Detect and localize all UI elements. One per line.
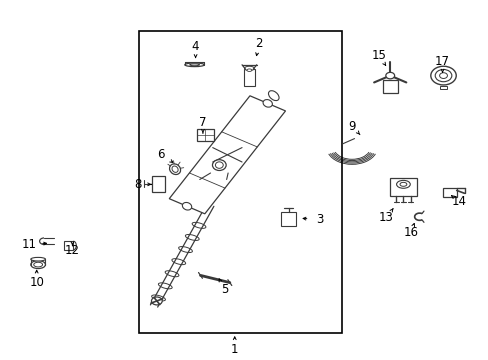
Text: 9: 9	[347, 120, 355, 132]
Bar	[382, 80, 397, 93]
Polygon shape	[169, 96, 285, 214]
Text: 14: 14	[451, 195, 466, 208]
Ellipse shape	[246, 69, 251, 71]
Bar	[389, 178, 416, 196]
Ellipse shape	[430, 66, 455, 85]
Ellipse shape	[34, 262, 42, 267]
Bar	[63, 241, 73, 250]
Bar	[281, 212, 295, 226]
Ellipse shape	[169, 164, 180, 175]
Text: 11: 11	[22, 238, 37, 251]
Ellipse shape	[172, 166, 178, 172]
Text: 1: 1	[230, 343, 238, 356]
Bar	[139, 31, 342, 333]
Ellipse shape	[396, 180, 409, 188]
Ellipse shape	[189, 64, 199, 66]
Ellipse shape	[439, 73, 447, 78]
Text: 7: 7	[199, 116, 206, 129]
Text: 2: 2	[255, 37, 263, 50]
Text: 17: 17	[434, 55, 449, 68]
Ellipse shape	[244, 66, 254, 71]
Text: 4: 4	[191, 40, 199, 53]
Ellipse shape	[182, 202, 191, 210]
Ellipse shape	[151, 297, 162, 305]
Ellipse shape	[263, 100, 272, 107]
Text: 8: 8	[134, 178, 142, 191]
Ellipse shape	[268, 91, 279, 100]
Bar	[442, 188, 456, 197]
Ellipse shape	[399, 182, 406, 186]
Ellipse shape	[215, 162, 223, 168]
Bar	[243, 69, 255, 86]
Text: 5: 5	[221, 283, 228, 296]
Text: 16: 16	[403, 226, 417, 239]
Text: 13: 13	[378, 211, 393, 224]
Bar	[439, 86, 447, 89]
Text: 3: 3	[316, 213, 324, 226]
Ellipse shape	[434, 69, 451, 82]
Ellipse shape	[212, 160, 226, 171]
Bar	[151, 176, 165, 192]
Ellipse shape	[385, 72, 394, 79]
Text: 15: 15	[371, 49, 386, 62]
Bar	[196, 129, 214, 141]
Text: 12: 12	[65, 244, 80, 257]
Ellipse shape	[31, 261, 45, 269]
Ellipse shape	[184, 63, 204, 67]
Text: 6: 6	[157, 148, 165, 161]
Ellipse shape	[31, 257, 45, 261]
Text: 10: 10	[29, 276, 44, 289]
